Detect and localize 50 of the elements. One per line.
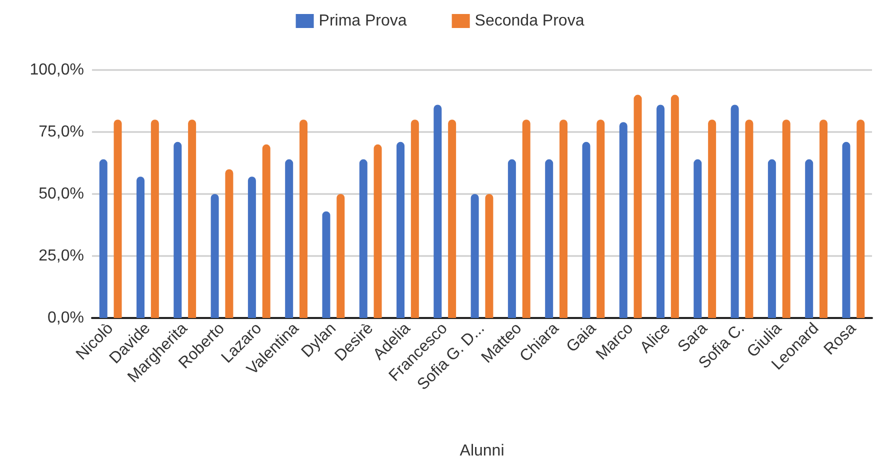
bar (708, 120, 716, 318)
bar (730, 104, 739, 318)
y-tick-label: 100,0% (30, 62, 84, 78)
y-tick-label: 0,0% (48, 310, 84, 326)
bar (842, 142, 850, 318)
bar (410, 120, 419, 318)
bar (114, 120, 122, 318)
bar (322, 211, 330, 318)
legend-label: Prima Prova (318, 12, 407, 30)
bar (210, 194, 219, 318)
bar (805, 159, 814, 318)
bar (856, 120, 865, 318)
bar (782, 120, 790, 318)
bar (374, 144, 382, 318)
bar (359, 159, 368, 318)
bar (768, 159, 776, 318)
bar (634, 94, 642, 318)
bar (99, 159, 108, 318)
bar (582, 142, 590, 318)
bar (470, 194, 479, 318)
bar (485, 194, 494, 318)
bar (694, 159, 702, 318)
bar (136, 176, 145, 318)
bar (434, 104, 442, 318)
bar (188, 120, 196, 318)
y-tick-label: 50,0% (38, 186, 84, 202)
bar (396, 142, 405, 318)
bar (262, 144, 270, 318)
bar (448, 120, 456, 318)
bar (336, 194, 345, 318)
bar (745, 120, 754, 318)
bar (225, 169, 234, 318)
bar (508, 159, 516, 318)
bar (596, 120, 605, 318)
bar (299, 120, 308, 318)
bar (619, 122, 628, 318)
y-tick-label: 75,0% (38, 124, 84, 140)
x-axis-title: Alunni (460, 442, 504, 460)
bar (174, 142, 182, 318)
bar (150, 120, 159, 318)
bar (522, 120, 530, 318)
bar (559, 120, 568, 318)
bar (285, 159, 294, 318)
legend-label: Seconda Prova (474, 12, 584, 30)
bar (819, 120, 828, 318)
bar (656, 104, 665, 318)
bar (248, 176, 256, 318)
bar (670, 94, 679, 318)
y-tick-label: 25,0% (38, 248, 84, 264)
bar (545, 159, 554, 318)
